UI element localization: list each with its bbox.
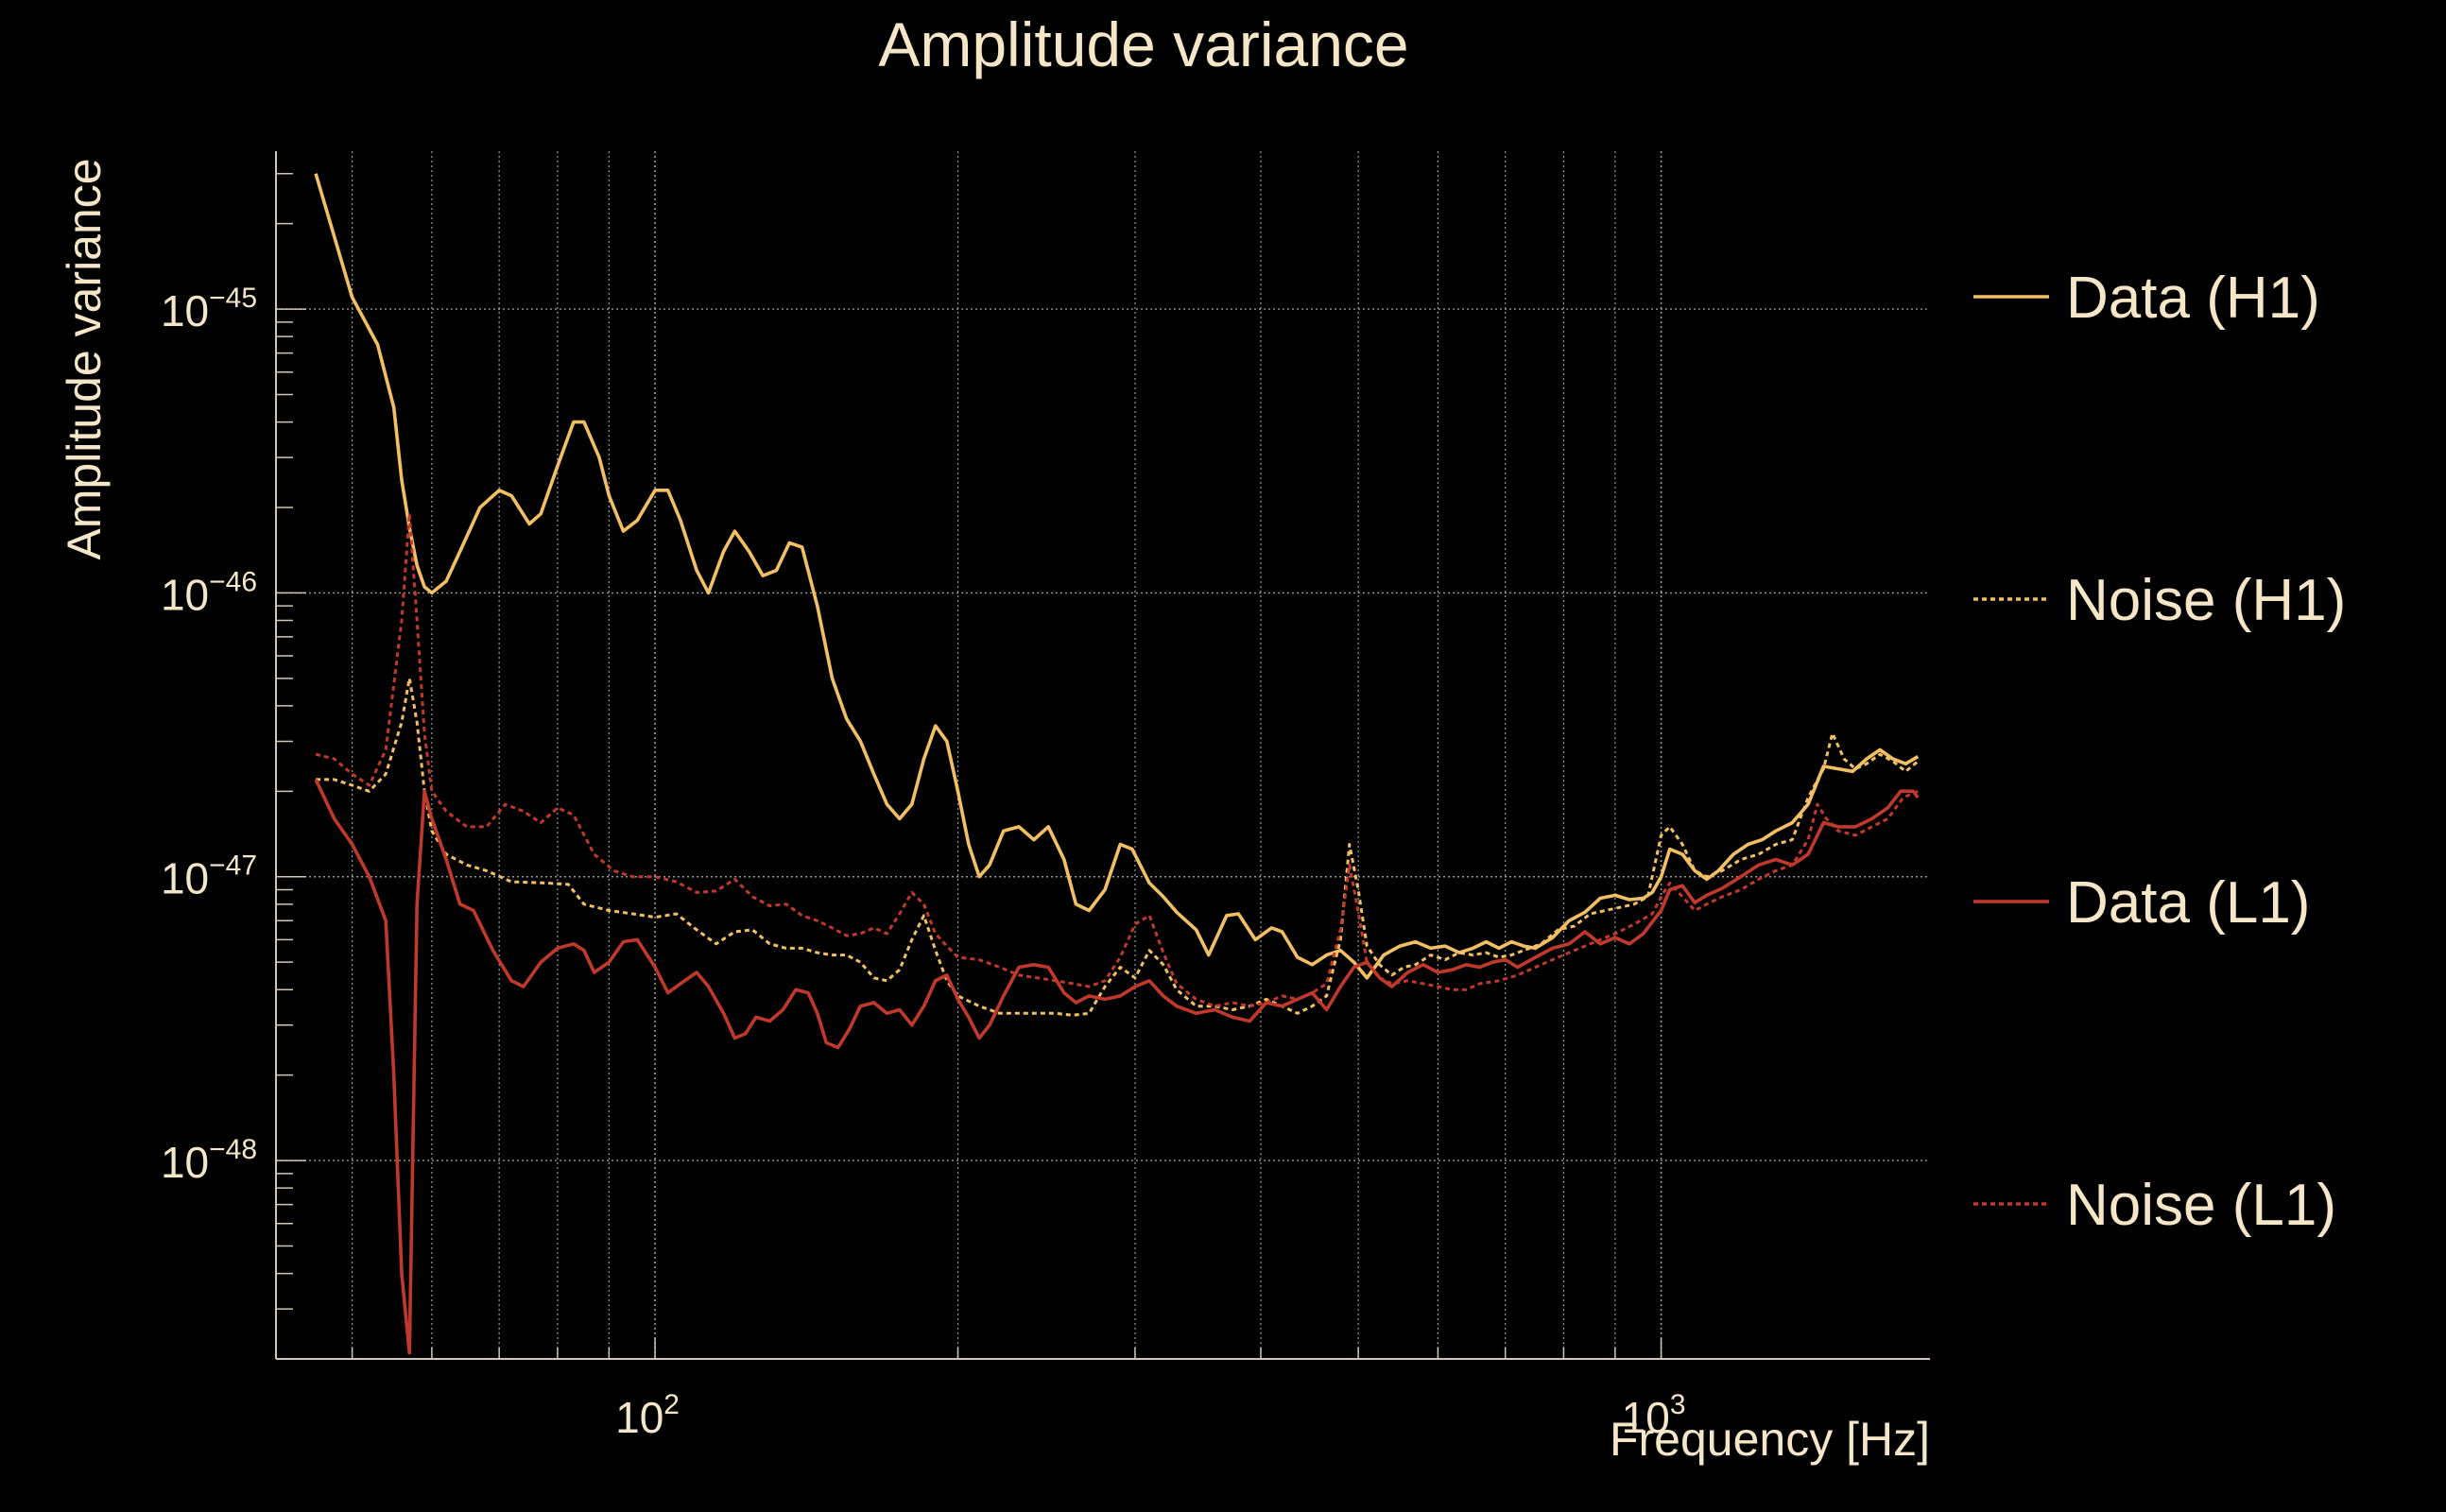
x-tick-label: 103 [1622, 1389, 1686, 1442]
x-tick-label: 102 [615, 1389, 680, 1442]
x-axis-label: Frequency [Hz] [1610, 1413, 1930, 1466]
series-line-4 [315, 512, 1919, 1008]
y-tick-label: 10−47 [161, 850, 257, 903]
series-line-2 [316, 677, 1920, 1017]
chart-title: Amplitude variance [878, 9, 1408, 79]
plot-frame [275, 151, 1930, 1360]
grid-lines [276, 151, 1930, 1359]
data-series [314, 173, 1920, 1355]
legend-label-3: Data (L1) [2066, 870, 2310, 936]
legend: Data (H1) Noise (H1) Data (L1) Noise (L1) [1973, 266, 2346, 1238]
legend-label-1: Data (H1) [2066, 266, 2320, 331]
legend-label-2: Noise (H1) [2066, 568, 2346, 633]
tick-labels: 102 103 10−45 10−46 10−47 10−48 [161, 283, 1686, 1442]
y-tick-label: 10−46 [161, 566, 257, 619]
y-tick-label: 10−45 [161, 283, 257, 335]
y-tick-label: 10−48 [161, 1134, 257, 1187]
series-line-1 [314, 173, 1920, 980]
y-axis-label: Amplitude variance [58, 158, 111, 559]
series-line-3 [314, 779, 1920, 1355]
legend-label-4: Noise (L1) [2066, 1173, 2336, 1238]
